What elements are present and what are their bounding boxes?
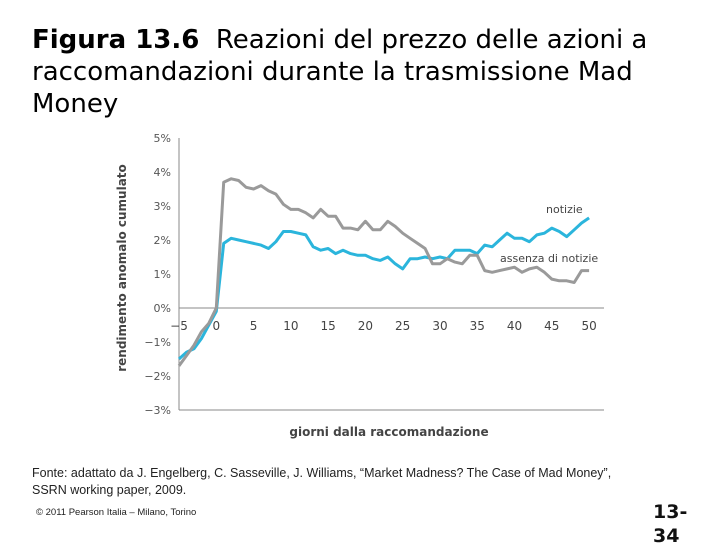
x-tick-label: 30 (432, 319, 447, 333)
series-line-news (177, 216, 590, 361)
series-label-news: notizie (546, 203, 583, 216)
y-tick-label: 0% (154, 302, 171, 315)
x-tick-label: 25 (395, 319, 410, 333)
series-line-no-news (177, 177, 590, 367)
x-tick-label: 10 (283, 319, 298, 333)
x-axis-title: giorni dalla raccomandazione (289, 425, 488, 439)
x-axis: −5 0 5 10 15 20 25 30 35 40 45 50 (170, 307, 604, 411)
figure-caption: Reazioni del prezzo delle azioni a racco… (32, 25, 648, 119)
x-tick-label: −5 (170, 319, 188, 333)
y-tick-label: 4% (154, 166, 171, 179)
figure-number: Figura 13.6 (32, 25, 200, 55)
y-axis: −3% −2% −1% 0% 1% 2% 3% 4% 5% (144, 132, 180, 417)
y-axis-title: rendimento anomalo cumulato (115, 164, 129, 372)
series-label-no-news: assenza di notizie (500, 252, 598, 265)
x-tick-label: 45 (544, 319, 559, 333)
copyright: © 2011 Pearson Italia – Milano, Torino (36, 507, 197, 518)
series-lines (177, 177, 590, 367)
x-tick-label: 40 (507, 319, 522, 333)
slide-number: 13-34 (653, 501, 688, 547)
y-tick-label: −2% (144, 370, 171, 383)
source-note: Fonte: adattato da J. Engelberg, C. Sass… (32, 466, 612, 497)
x-tick-label: 15 (320, 319, 335, 333)
y-tick-label: −1% (144, 336, 171, 349)
y-tick-label: 5% (154, 132, 171, 145)
x-tick-label: 0 (212, 319, 220, 333)
x-tick-label: 5 (250, 319, 258, 333)
y-tick-label: 2% (154, 234, 171, 247)
slide-title: Figura 13.6 Reazioni del prezzo delle az… (32, 24, 702, 120)
x-tick-label: 50 (581, 319, 596, 333)
y-tick-label: 1% (154, 268, 171, 281)
x-tick-label: 20 (358, 319, 373, 333)
y-tick-label: −3% (144, 404, 171, 417)
y-tick-label: 3% (154, 200, 171, 213)
x-tick-label: 35 (470, 319, 485, 333)
